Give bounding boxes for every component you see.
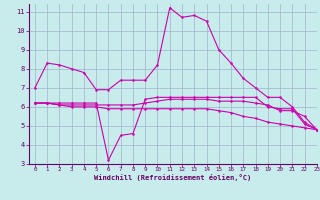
X-axis label: Windchill (Refroidissement éolien,°C): Windchill (Refroidissement éolien,°C) xyxy=(94,174,252,181)
